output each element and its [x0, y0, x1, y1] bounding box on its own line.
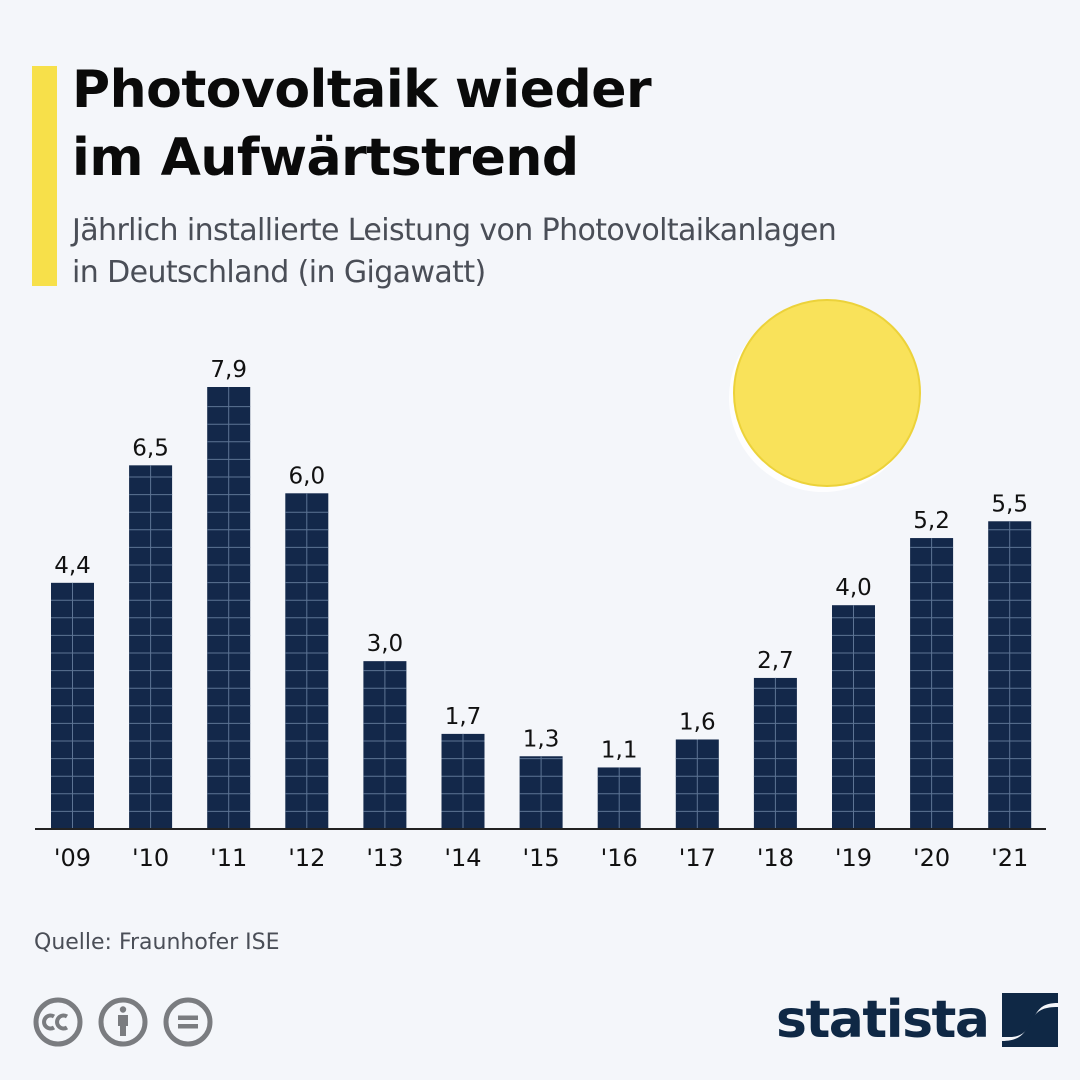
sun-illustration [729, 299, 921, 492]
x-tick-label: '09 [54, 844, 91, 872]
cc-icon[interactable] [32, 996, 84, 1048]
x-tick-label: '21 [991, 844, 1028, 872]
x-tick-label: '13 [366, 844, 403, 872]
value-label: 6,5 [132, 435, 169, 461]
value-label: 1,1 [601, 737, 638, 763]
x-tick-label: '20 [913, 844, 950, 872]
bar-17 [675, 739, 719, 829]
license-icons [32, 996, 214, 1048]
value-label: 5,5 [991, 491, 1028, 517]
bar-20 [910, 538, 954, 829]
bar-12 [285, 493, 329, 829]
chart-subtitle: Jährlich installierte Leistung von Photo… [72, 210, 972, 294]
value-label: 1,6 [679, 709, 716, 735]
bar-14 [441, 733, 485, 829]
x-tick-label: '17 [679, 844, 716, 872]
subtitle-line-1: Jährlich installierte Leistung von Photo… [72, 213, 837, 248]
bar-09 [51, 582, 94, 829]
value-label: 6,0 [289, 463, 326, 489]
x-tick-label: '11 [210, 844, 247, 872]
accent-bar [32, 66, 57, 286]
bar-11 [207, 387, 251, 829]
statista-logo-icon [1002, 993, 1059, 1047]
value-labels-group: 4,4 6,5 7,9 6,0 3,0 1,7 1,3 1,1 1,6 2,7 4,0 5,2 5,5 [54, 357, 1028, 763]
source-note: Quelle: Fraunhofer ISE [34, 930, 280, 955]
x-tick-label: '12 [288, 844, 325, 872]
bar-13 [363, 661, 407, 829]
bar-chart: 4,46,57,96,03,01,71,3 1,11,62,74,05,25,5 … [35, 299, 1046, 872]
x-tick-label: '14 [444, 844, 481, 872]
bar-16 [597, 767, 641, 829]
sun-icon [733, 299, 921, 487]
value-label: 4,4 [54, 553, 91, 579]
title-line-2: im Aufwärtstrend [72, 128, 579, 188]
logo-text: statista [776, 990, 990, 1050]
bar-19 [832, 605, 875, 829]
value-label: 7,9 [210, 357, 247, 383]
bar-15 [519, 756, 563, 829]
value-label: 3,0 [367, 631, 404, 657]
x-tick-label: '18 [757, 844, 794, 872]
bar-18 [753, 677, 797, 829]
x-tick-labels-group: '09 '10 '11 '12 '13 '14 '15 '16 '17 '18 '19 '20 '21 [54, 844, 1028, 872]
title-line-1: Photovoltaik wieder [72, 60, 652, 120]
subtitle-line-2: in Deutschland (in Gigawatt) [72, 255, 486, 290]
bar-21 [988, 521, 1032, 829]
x-tick-label: '16 [601, 844, 638, 872]
x-tick-label: '10 [132, 844, 169, 872]
no-derivatives-icon[interactable] [162, 996, 214, 1048]
value-label: 2,7 [757, 648, 794, 674]
attribution-icon[interactable] [97, 996, 149, 1048]
value-label: 1,3 [523, 726, 560, 752]
value-label: 4,0 [835, 575, 872, 601]
chart-title: Photovoltaik wieder im Aufwärtstrend [72, 56, 972, 192]
x-tick-label: '19 [835, 844, 872, 872]
value-label: 1,7 [445, 704, 482, 730]
value-label: 5,2 [913, 508, 950, 534]
bar-10 [129, 465, 173, 829]
statista-logo[interactable]: statista [776, 990, 1059, 1050]
x-tick-label: '15 [523, 844, 560, 872]
bars-group [51, 387, 1032, 829]
